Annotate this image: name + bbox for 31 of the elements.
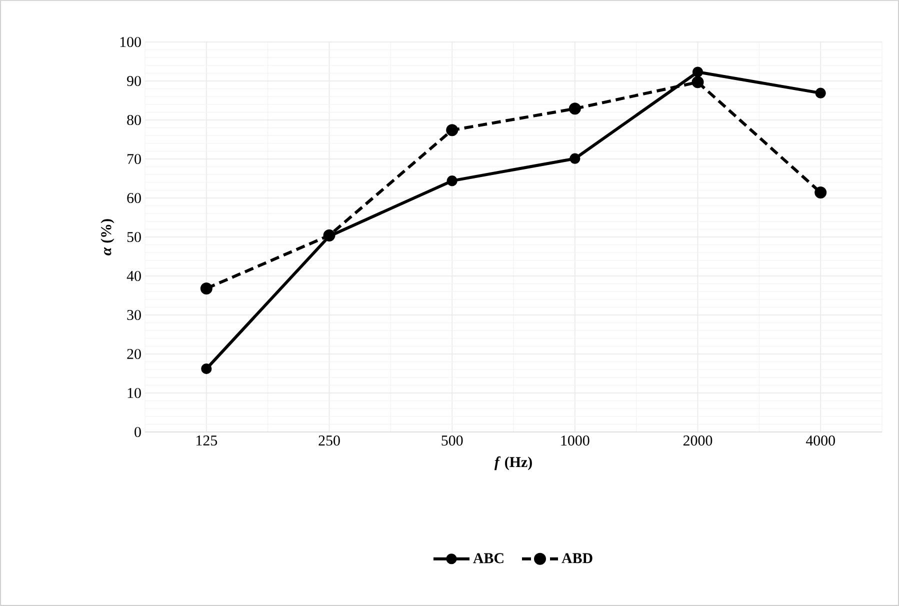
point xyxy=(815,88,826,98)
y-tick-label: 30 xyxy=(127,310,141,320)
x-tick-label: 1000 xyxy=(561,436,590,446)
legend-label: ABD xyxy=(562,553,592,564)
point xyxy=(692,66,704,78)
y-tick-label: 50 xyxy=(127,232,141,242)
x-tick-label: 2000 xyxy=(683,436,712,446)
y-tick-label: 20 xyxy=(127,348,141,360)
y-tick-label: 0 xyxy=(134,426,141,438)
y-tick-label: 80 xyxy=(127,114,141,126)
x-tick-label: 4000 xyxy=(806,436,835,446)
x-axis-title: f (Hz) xyxy=(494,456,532,470)
y-tick-label: 100 xyxy=(120,36,141,48)
y-tick-label: 10 xyxy=(128,388,141,398)
y-tick-label: 60 xyxy=(127,192,141,204)
y-tick-label: 70 xyxy=(128,154,141,164)
point xyxy=(570,153,580,164)
y-tick-label: 40 xyxy=(126,270,141,282)
x-tick-label: 500 xyxy=(442,436,463,446)
x-tick-label: 250 xyxy=(318,436,340,446)
point xyxy=(568,102,581,115)
point xyxy=(201,364,212,374)
y-axis-title: α (%) xyxy=(100,219,114,256)
point xyxy=(200,282,212,294)
point xyxy=(692,76,704,88)
point xyxy=(446,124,458,136)
point xyxy=(814,186,827,199)
y-tick-label: 90 xyxy=(127,76,141,86)
legend-label: ABC xyxy=(473,553,504,564)
point xyxy=(446,176,458,186)
x-tick-label: 125 xyxy=(196,436,218,446)
